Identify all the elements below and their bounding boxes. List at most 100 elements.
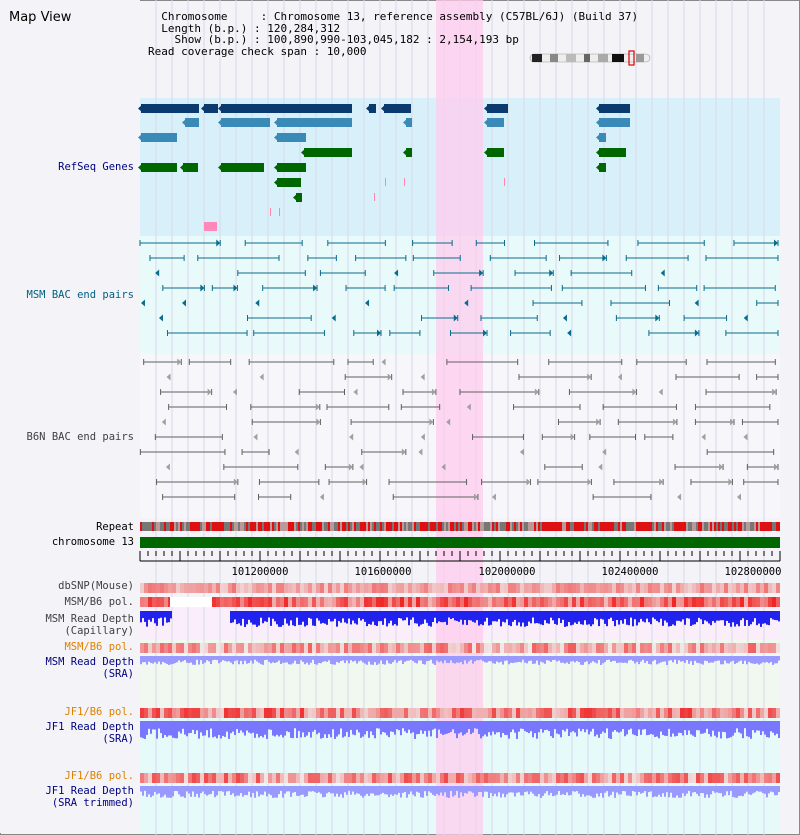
depth-bar [538,721,540,733]
repeat-element [336,522,338,531]
depth-bar [550,656,552,662]
heat-cell [456,643,460,653]
gene-feature [384,104,411,113]
depth-bar [408,656,410,661]
depth-bar [190,786,192,797]
gene-feature [277,178,301,187]
heat-cell [164,643,168,653]
repeat-element [600,522,602,531]
depth-bar [150,721,152,734]
track-label-msm-depth-sra[interactable]: MSM Read Depth [45,656,134,668]
depth-bar [290,786,292,797]
track-label-refseq[interactable]: RefSeq Genes [58,161,134,173]
heat-cell [328,773,332,783]
repeat-element [408,522,410,531]
heat-cell [596,643,600,653]
depth-bar [496,721,498,733]
depth-bar [328,721,330,735]
heat-cell [376,597,380,607]
bac-end-arrow [483,329,488,337]
track-label-msm-b6-pol-1[interactable]: MSM/B6 pol. [64,596,134,608]
bac-end-arrow [253,433,258,441]
heat-cell [756,583,760,593]
depth-bar [472,721,474,733]
heat-cell [320,583,324,593]
repeat-element [370,522,372,531]
depth-bar [746,656,748,665]
depth-bar [702,611,704,625]
repeat-element [480,522,482,531]
repeat-element [378,522,380,531]
heat-cell [200,773,204,783]
track-label-chromosome[interactable]: chromosome 13 [51,536,134,548]
depth-bar [682,721,684,736]
repeat-element [634,522,636,531]
depth-bar [540,611,542,625]
depth-bar [770,721,772,732]
depth-bar [626,611,628,625]
heat-cell [604,773,608,783]
repeat-element [442,522,444,531]
depth-bar [514,721,516,733]
track-label-msm-bac[interactable]: MSM BAC end pairs [26,289,134,301]
depth-bar [360,721,362,738]
track-label-jf1-b6-pol-2[interactable]: JF1/B6 pol. [64,770,134,782]
depth-bar [670,656,672,661]
depth-bar [330,656,332,664]
heat-cell [476,583,480,593]
depth-bar [478,786,480,792]
depth-bar [154,786,156,792]
track-label-b6n-bac[interactable]: B6N BAC end pairs [26,431,134,443]
depth-bar [364,786,366,796]
depth-bar [586,656,588,662]
heat-cell [336,773,340,783]
track-label-jf1-b6-pol-1[interactable]: JF1/B6 pol. [64,706,134,718]
bac-end-arrow [429,418,434,426]
depth-bar [772,721,774,733]
track-label-msm-b6-pol-2[interactable]: MSM/B6 pol. [64,641,134,653]
depth-bar [532,611,534,618]
repeat-element [354,522,356,531]
repeat-element [570,522,572,531]
bac-end-arrow [587,478,592,486]
heat-cell [368,597,372,607]
repeat-element [188,522,190,531]
heat-cell [484,597,488,607]
chromosome-ideogram[interactable] [529,50,651,66]
track-label-jf1-depth-sra[interactable]: JF1 Read Depth [45,721,134,733]
heat-cell [488,643,492,653]
heat-cell [620,708,624,718]
depth-bar [696,656,698,663]
depth-bar [760,721,762,735]
repeat-element [538,522,540,531]
depth-bar [592,611,594,625]
depth-bar [582,786,584,795]
depth-bar [566,721,568,729]
repeat-element [220,522,222,531]
depth-bar [364,656,366,664]
heat-cell [200,643,204,653]
depth-bar [776,656,778,664]
depth-bar [654,721,656,737]
depth-bar [476,786,478,796]
heat-cell [592,643,596,653]
depth-bar [576,611,578,624]
gene-feature [599,133,606,142]
track-label-jf1-depth-trim[interactable]: JF1 Read Depth [45,785,134,797]
track-label-repeat[interactable]: Repeat [96,521,134,533]
depth-bar [358,786,360,794]
bac-end-arrow [655,314,660,322]
length-label: Length (b.p.) : 120,284,312 [148,21,341,35]
depth-bar [526,786,528,792]
track-label-msm-depth-cap[interactable]: MSM Read Depth [45,613,134,625]
track-label-dbsnp[interactable]: dbSNP(Mouse) [58,580,134,592]
depth-bar [528,611,530,622]
heat-cell [204,643,208,653]
heat-cell [276,708,280,718]
repeat-element [684,522,686,531]
depth-bar [694,786,696,793]
depth-bar [468,656,470,662]
depth-bar [316,721,318,735]
depth-bar [594,611,596,619]
